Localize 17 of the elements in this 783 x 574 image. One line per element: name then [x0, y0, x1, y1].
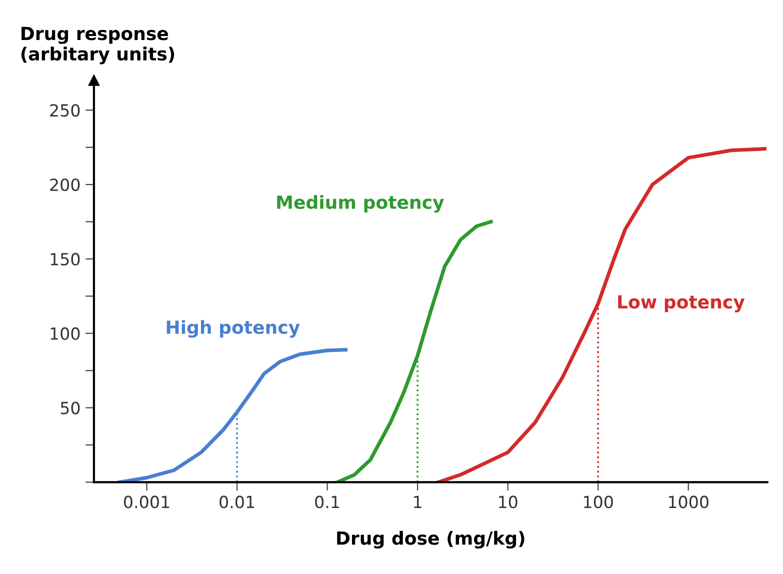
y-tick-label: 200 — [50, 178, 80, 192]
y-axis-title: Drug response (arbitary units) — [21, 26, 174, 64]
y-tick-label: 100 — [50, 327, 80, 340]
x-tick-label: 0.01 — [220, 496, 254, 508]
series-label: High potency — [166, 320, 300, 338]
x-tick-label: 1 — [414, 496, 422, 508]
y-tick-label: 250 — [50, 104, 80, 117]
x-tick-label: 0.001 — [124, 496, 170, 508]
y-tick-label: 150 — [50, 252, 80, 266]
series-label: Low potency — [618, 295, 745, 312]
y-tick-label: 50 — [60, 402, 80, 414]
x-axis-title: Drug dose (mg/kg) — [337, 530, 524, 549]
x-tick-label: 100 — [584, 496, 613, 508]
x-tick-label: 1000 — [668, 496, 708, 508]
x-tick-label: 10 — [499, 496, 518, 508]
series-label: Medium potency — [277, 195, 444, 213]
x-tick-label: 0.1 — [315, 496, 340, 508]
